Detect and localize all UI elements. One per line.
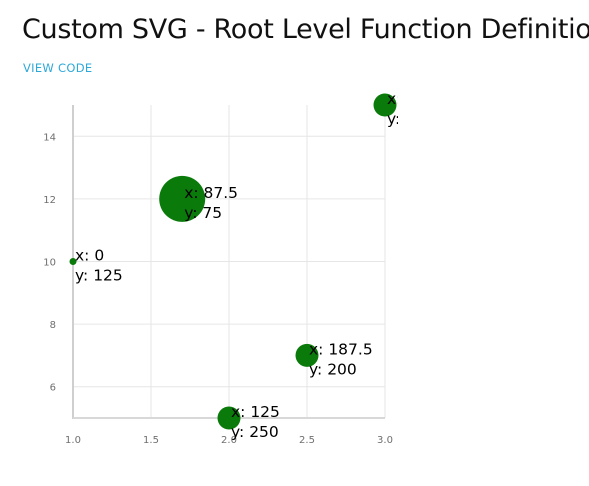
chart-tick-labels: 1.0 1.5 2.0 2.5 3.0 6 8 10 12 14 xyxy=(43,132,393,446)
data-point xyxy=(217,406,241,430)
page-title: Custom SVG - Root Level Function Definit… xyxy=(22,14,589,45)
x-tick-label: 2.5 xyxy=(299,435,315,446)
data-point-label-y: y: 0 xyxy=(387,110,415,128)
view-code-link[interactable]: VIEW CODE xyxy=(23,61,93,75)
data-point-label-y: y: 125 xyxy=(75,267,123,285)
data-point-label-x: x: 250 xyxy=(387,90,436,108)
data-point-label-x: x: 125 xyxy=(231,403,280,421)
y-tick-label: 14 xyxy=(43,132,56,143)
x-tick-label: 1.5 xyxy=(143,435,159,446)
y-tick-label: 8 xyxy=(50,320,56,331)
data-point-label-x: x: 187.5 xyxy=(309,340,373,358)
y-tick-label: 6 xyxy=(50,383,56,394)
data-point xyxy=(159,175,206,222)
data-point xyxy=(295,343,319,367)
data-point-label-x: x: 0 xyxy=(75,247,104,265)
data-point-label-x: x: 87.5 xyxy=(184,184,238,202)
chart-points: x: 0 y: 125 x: 87.5 y: 75 x: 125 y: 250 x: 187… xyxy=(69,90,436,441)
data-point-label-y: y: 75 xyxy=(184,204,222,222)
data-point xyxy=(373,93,397,117)
x-tick-label: 3.0 xyxy=(377,435,393,446)
y-tick-label: 12 xyxy=(43,195,56,206)
y-tick-label: 10 xyxy=(43,258,56,269)
data-point xyxy=(69,258,77,265)
x-tick-label: 1.0 xyxy=(65,435,81,446)
x-tick-label: 2.0 xyxy=(221,435,237,446)
data-point-label-y: y: 200 xyxy=(309,360,357,378)
data-point-label-y: y: 250 xyxy=(231,423,279,441)
